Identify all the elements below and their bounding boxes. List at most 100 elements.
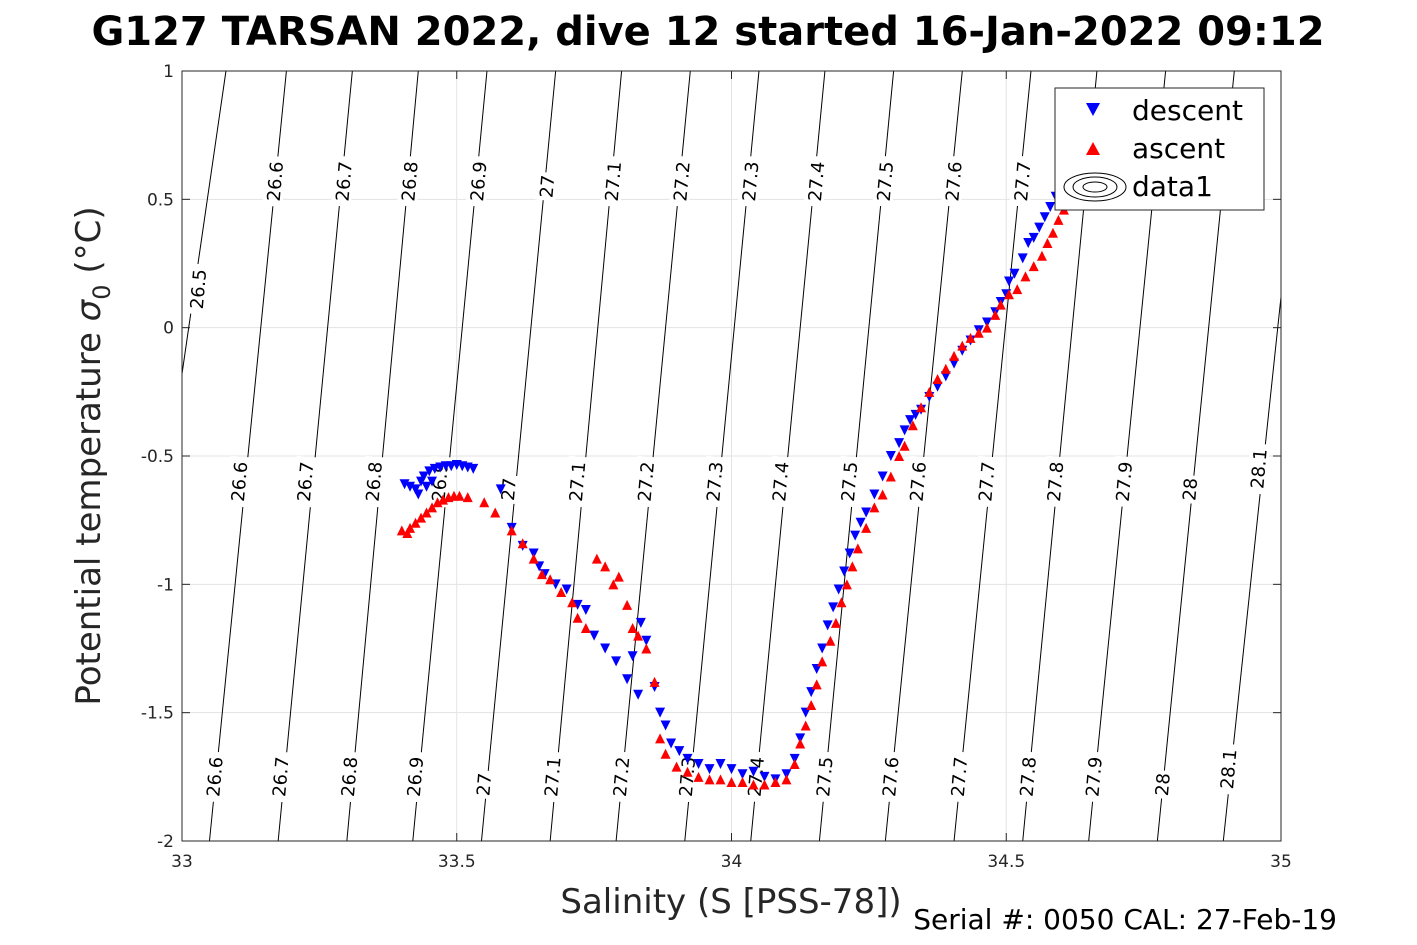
ascent-point <box>490 507 501 518</box>
descent-point <box>806 687 817 698</box>
contour-label: 28 <box>1152 772 1175 797</box>
descent-point <box>693 759 704 769</box>
contour-label-group: 26.8 <box>361 455 387 508</box>
contour-label-backing <box>472 769 495 800</box>
y-axis-label-sigma: σ <box>69 298 109 321</box>
contour-label: 27 <box>536 174 559 199</box>
descent-point <box>611 656 622 667</box>
contour-label-backing <box>361 455 386 508</box>
contour-label-group: 26.7 <box>292 455 318 508</box>
ascent-point <box>995 299 1006 310</box>
ascent-point <box>965 332 976 343</box>
ascent-point <box>528 553 539 564</box>
ascent-point <box>627 622 638 633</box>
contour-label-group: 26.6 <box>226 455 252 508</box>
contour-label-backing <box>1015 750 1040 803</box>
descent-point <box>748 766 759 777</box>
ascent-point <box>726 776 737 787</box>
descent-point <box>399 479 410 490</box>
contour-label-group: 27.7 <box>973 455 1000 508</box>
ascent-point <box>438 494 449 505</box>
contour-label: 27.6 <box>942 161 966 203</box>
contour-label: 27.7 <box>975 461 999 503</box>
contour-label-group: 27 <box>472 769 496 800</box>
contour-label-group: 27.5 <box>811 750 838 803</box>
contour-label-backing <box>330 155 356 208</box>
contour-label-backing <box>872 155 897 208</box>
ascent-point <box>1020 271 1031 282</box>
ascent-point <box>622 599 633 610</box>
descent-series <box>399 178 1072 785</box>
ascent-point <box>748 779 759 790</box>
descent-point <box>885 451 896 461</box>
y-tick-label: 1 <box>163 62 174 82</box>
contour-label-backing <box>465 155 490 208</box>
contour-label-group: 27.7 <box>946 750 972 803</box>
contour-label-group: 26.8 <box>336 750 362 803</box>
contour-label: 26.7 <box>294 461 318 503</box>
contour-labels: 26.5 26.6 26.7 26.8 26.9 27 27.1 27.2 27.3 27.4 27… <box>185 155 1272 803</box>
y-axis-ticks: 1 0.5 0 -0.5 -1 -1.5 -2 <box>141 62 1281 852</box>
ascent-point <box>405 522 416 533</box>
x-tick-label: 33.5 <box>438 852 476 872</box>
descent-point <box>572 599 583 610</box>
descent-point <box>589 630 600 641</box>
contour-label: 26.9 <box>404 756 428 798</box>
descent-point <box>633 689 644 700</box>
descent-point <box>655 707 666 718</box>
ascent-point <box>715 774 726 785</box>
descent-point <box>822 620 833 631</box>
descent-point <box>817 643 828 654</box>
descent-point <box>600 643 611 654</box>
ascent-point <box>1028 261 1039 272</box>
ascent-point <box>1042 237 1053 248</box>
ascent-point <box>1036 250 1047 261</box>
contour-label: 27.9 <box>1113 461 1137 503</box>
descent-point <box>427 476 438 487</box>
contour-label-group: 27.2 <box>633 455 659 508</box>
chart-title: G127 TARSAN 2022, dive 12 started 16-Jan… <box>91 9 1324 55</box>
contour-label-backing <box>836 455 861 508</box>
contour-label: 27.3 <box>703 461 727 503</box>
ascent-point <box>795 738 806 749</box>
descent-point <box>894 438 905 449</box>
descent-point <box>811 664 822 675</box>
y-tick-label: 0 <box>163 319 174 339</box>
descent-point <box>1003 276 1014 287</box>
y-tick-label: -0.5 <box>141 447 174 467</box>
ascent-point <box>462 492 473 503</box>
contour-label-group: 27.1 <box>600 155 626 208</box>
contour-label-group: 28 <box>1150 769 1175 800</box>
contour-label-group: 27.8 <box>1015 750 1041 803</box>
descent-point <box>1017 253 1028 264</box>
contour-label-group: 27.9 <box>1081 750 1107 803</box>
descent-point <box>660 720 671 731</box>
contour-label: 27.8 <box>1044 461 1068 503</box>
descent-point <box>622 674 633 685</box>
ascent-point <box>608 579 619 590</box>
ascent-point <box>704 774 715 785</box>
descent-point <box>795 733 806 744</box>
y-tick-label: -2 <box>157 832 174 852</box>
ascent-point <box>1012 284 1023 295</box>
contour-label-backing <box>267 750 293 803</box>
descent-point <box>1023 237 1034 248</box>
ascent-point <box>940 363 951 374</box>
descent-point <box>1009 268 1020 279</box>
descent-point <box>800 707 811 718</box>
ascent-point <box>693 771 704 782</box>
contour-label: 27.2 <box>610 756 634 798</box>
contour-label-backing <box>633 455 658 508</box>
ascent-point <box>847 561 858 572</box>
ascent-point <box>410 517 421 528</box>
contour-label-backing <box>811 750 837 803</box>
descent-point <box>468 463 479 474</box>
contour-label-group: 27.3 <box>737 155 763 208</box>
contour-label-group: 27.6 <box>877 750 904 803</box>
contour-label-group: 27.4 <box>743 750 769 803</box>
descent-point <box>424 466 435 477</box>
contour-label: 28.1 <box>1247 448 1271 490</box>
descent-point <box>1028 232 1039 243</box>
ascent-point <box>655 733 666 744</box>
